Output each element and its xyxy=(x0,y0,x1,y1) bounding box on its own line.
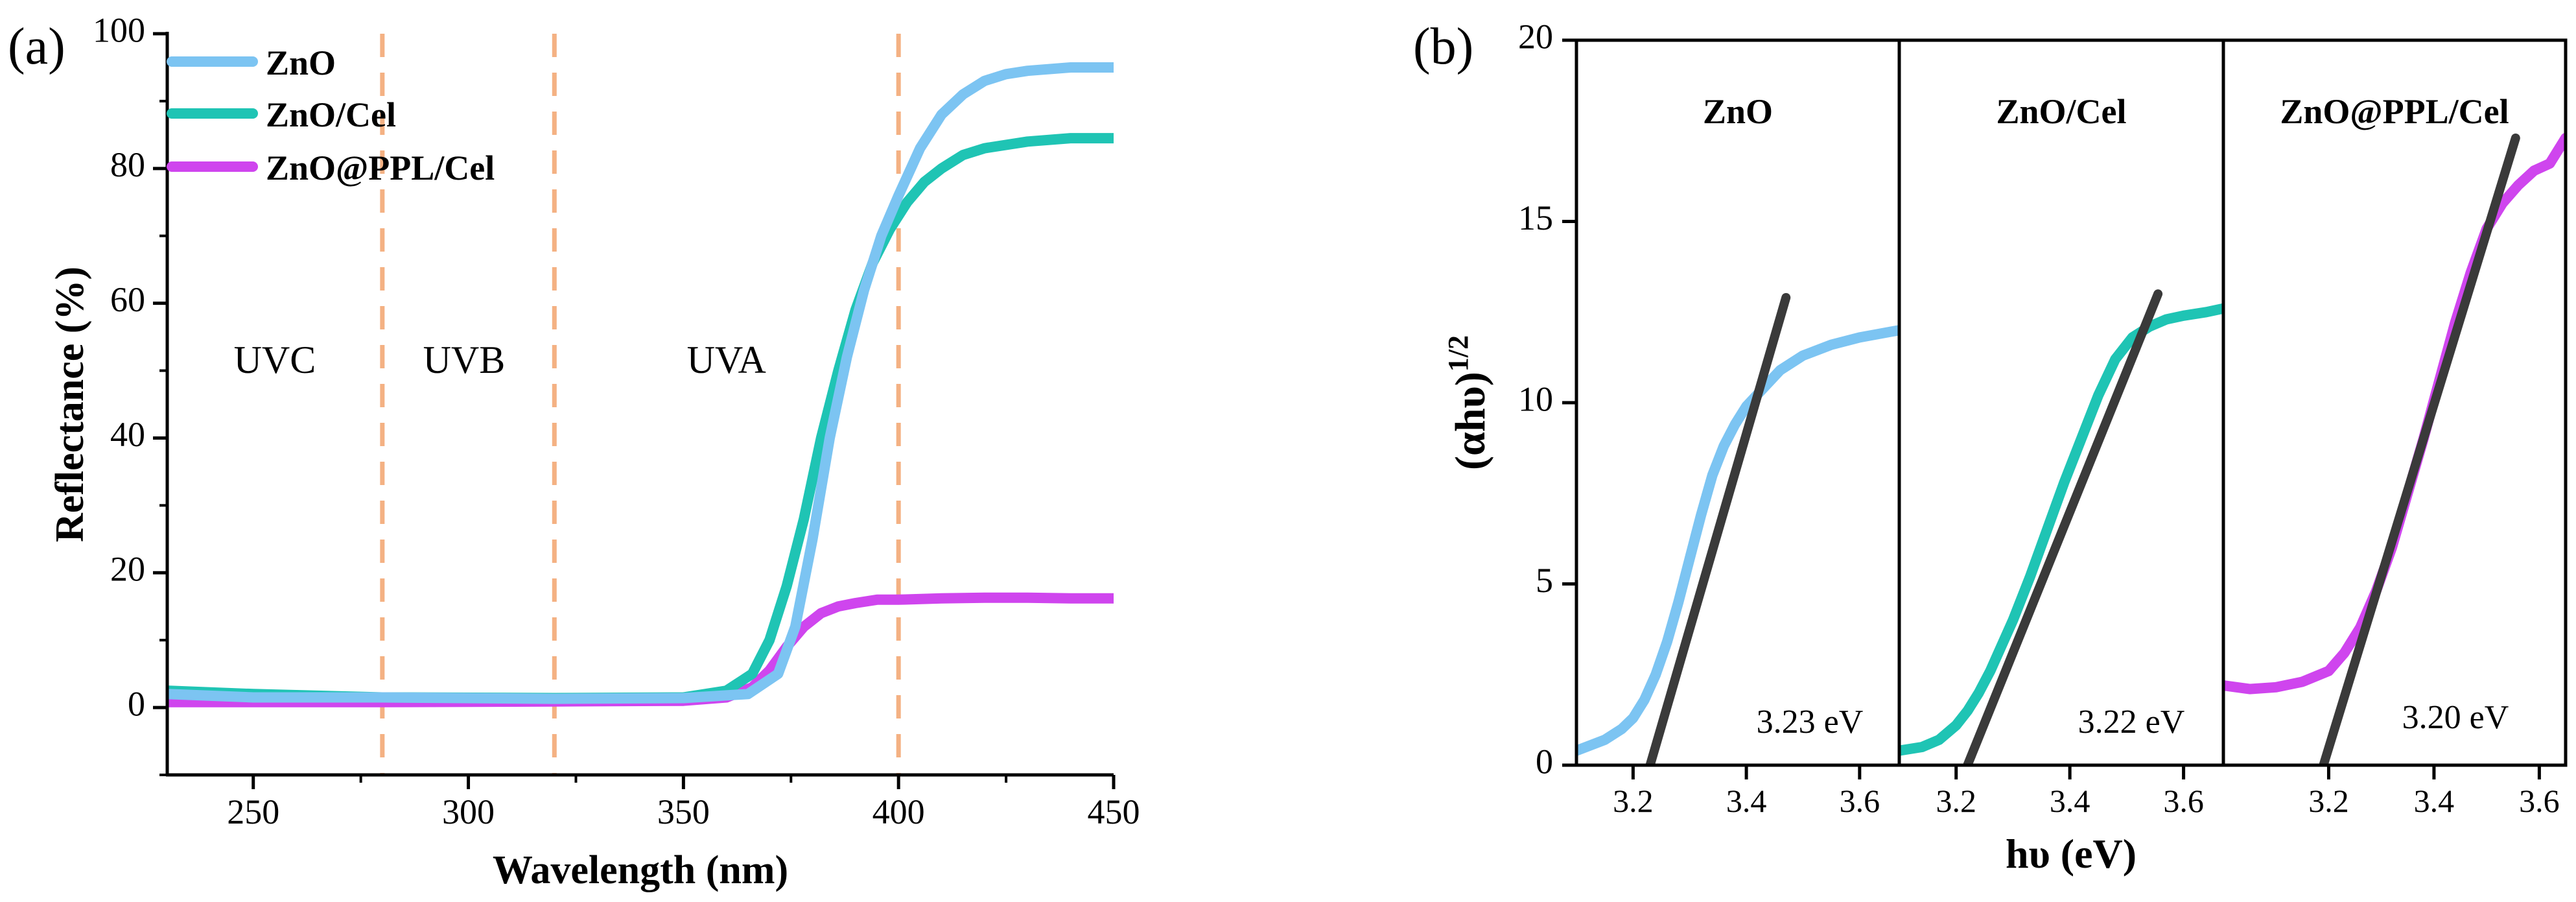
x-tick-label: 350 xyxy=(657,792,710,831)
subpanel-frame-3 xyxy=(2221,38,2568,767)
subpanel-title-3: ZnO@PPL/Cel xyxy=(2280,92,2509,131)
bandgap-label-3: 3.20 eV xyxy=(2402,699,2509,736)
region-label-uvb: UVB xyxy=(423,338,506,381)
subpanel-frame-2 xyxy=(1897,38,2225,767)
x-tick-label: 3.2 xyxy=(1613,783,1654,819)
x-tick-label: 3.2 xyxy=(2308,783,2349,819)
series-line-zno-cel xyxy=(167,133,1114,704)
series-line-zno-ppl-cel xyxy=(167,592,1114,707)
x-tick-label: 3.6 xyxy=(2519,783,2560,819)
y-tick-label: 40 xyxy=(110,415,145,454)
y-axis-label-b: (αhυ)1/2 xyxy=(1442,335,1494,470)
region-label-uva: UVA xyxy=(687,338,766,381)
x-tick-label: 3.6 xyxy=(2163,783,2204,819)
series-line-zno xyxy=(167,62,1114,704)
x-tick-label: 3.2 xyxy=(1936,783,1976,819)
x-tick-label: 250 xyxy=(227,792,279,831)
y-tick-label: 0 xyxy=(1536,742,1553,781)
y-axis-label: Reflectance (%) xyxy=(48,267,92,542)
y-tick-label: 10 xyxy=(1518,379,1553,418)
x-tick-label: 450 xyxy=(1088,792,1140,831)
panel-label-b: (b) xyxy=(1413,18,1473,75)
x-axis-label-b: hυ (eV) xyxy=(2006,831,2137,877)
subpanel-title-1: ZnO xyxy=(1703,92,1773,131)
y-tick-label: 20 xyxy=(1518,17,1553,56)
tauc-fit-line-3 xyxy=(2319,133,2520,765)
x-axis-label: Wavelength (nm) xyxy=(493,848,788,892)
data-curve-zno-ppl-cel xyxy=(2223,132,2566,694)
x-tick-label: 300 xyxy=(442,792,495,831)
y-tick-label: 80 xyxy=(110,145,145,184)
tauc-fit-line-2 xyxy=(1963,289,2163,765)
subpanel-title-2: ZnO/Cel xyxy=(1996,92,2126,131)
x-tick-label: 3.4 xyxy=(2050,783,2090,819)
bandgap-label-1: 3.23 eV xyxy=(1757,704,1864,741)
region-label-uvc: UVC xyxy=(234,338,316,381)
x-tick-label: 3.4 xyxy=(2414,783,2455,819)
y-tick-label: 20 xyxy=(110,550,145,589)
y-tick-label: 100 xyxy=(93,10,145,49)
y-tick-label: 0 xyxy=(128,684,145,723)
y-tick-label: 15 xyxy=(1518,198,1553,237)
x-tick-label: 400 xyxy=(872,792,925,831)
data-curve-zno xyxy=(1576,325,1899,756)
x-tick-label: 3.6 xyxy=(1840,783,1880,819)
legend-label-zno: ZnO xyxy=(266,43,336,82)
panel-label-a: (a) xyxy=(8,18,65,75)
x-tick-label: 3.4 xyxy=(1726,783,1767,819)
y-tick-label: 5 xyxy=(1536,561,1553,600)
data-curve-zno-cel xyxy=(1899,303,2223,756)
bandgap-label-2: 3.22 eV xyxy=(2078,704,2185,741)
y-axis-label-b-superscript: 1/2 xyxy=(1442,335,1474,372)
y-tick-label: 60 xyxy=(110,280,145,319)
tauc-fit-line-1 xyxy=(1645,292,1791,765)
y-axis-label-b-group: (αhυ)1/2 xyxy=(1442,335,1494,470)
legend-label-zno-cel: ZnO/Cel xyxy=(266,95,396,134)
legend-label-zno-ppl-cel: ZnO@PPL/Cel xyxy=(266,148,495,187)
subpanel-frame-1 xyxy=(1575,38,1901,767)
y-axis-label-b-base: (αhυ) xyxy=(1447,372,1494,470)
